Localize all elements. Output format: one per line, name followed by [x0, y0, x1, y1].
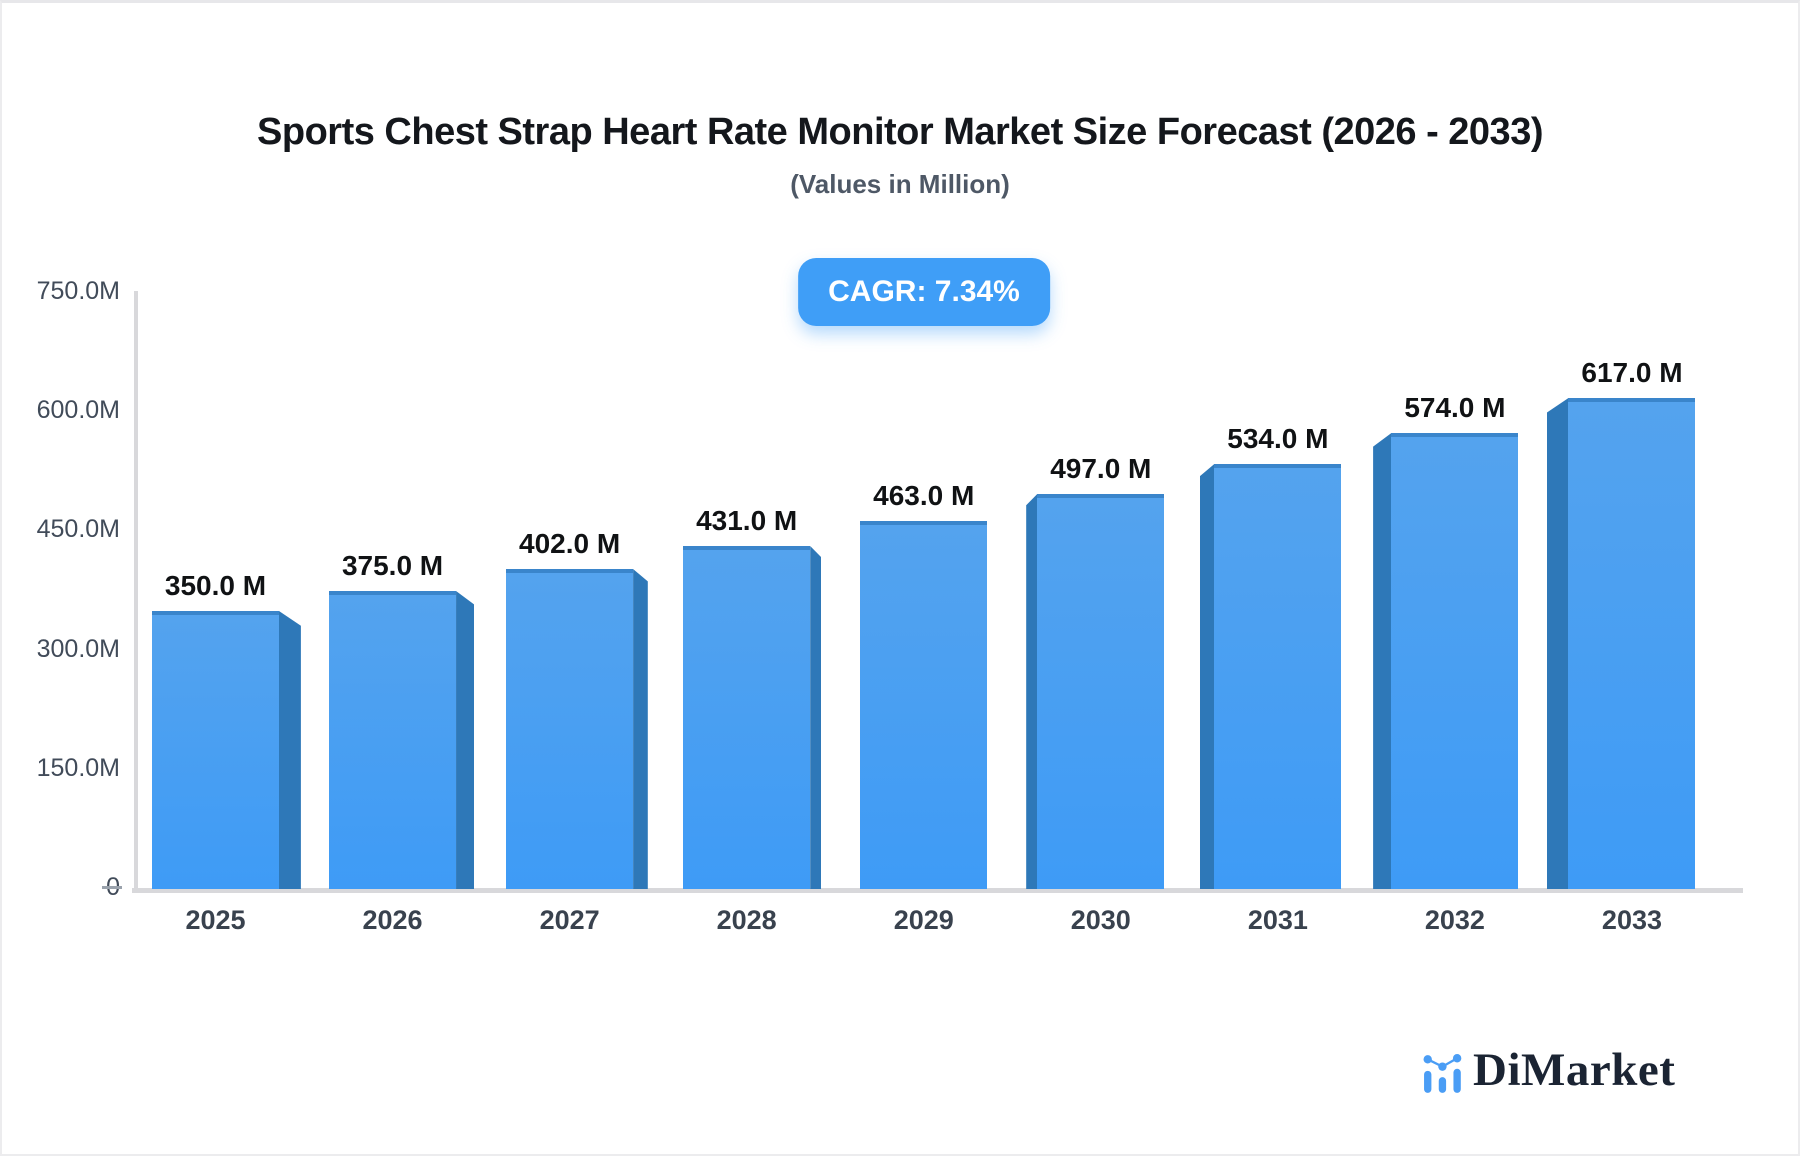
chart-subtitle: (Values in Million) [790, 169, 1010, 199]
x-axis-tick-label: 2029 [893, 905, 954, 935]
x-axis-tick-label: 2033 [1601, 905, 1662, 935]
bar-value-label: 402.0 M [519, 528, 621, 559]
y-axis-tick-label: 450.0M [36, 515, 120, 544]
bar-2032 [1391, 433, 1519, 889]
bar-side-face [456, 591, 475, 889]
y-axis-tick-label: 150.0M [36, 753, 120, 782]
bar-2031 [1214, 464, 1342, 889]
x-axis-tick-label: 2027 [539, 905, 600, 935]
zero-tick-mark [102, 886, 122, 889]
bar-side-face [1373, 433, 1392, 889]
bar-2033 [1568, 398, 1696, 889]
bar-value-label: 574.0 M [1404, 392, 1506, 423]
bar-side-face [633, 569, 648, 889]
bar-side-face [1546, 398, 1569, 889]
bar-value-label: 534.0 M [1227, 423, 1329, 454]
chart-title: Sports Chest Strap Heart Rate Monitor Ma… [257, 111, 1543, 153]
bar-2027 [506, 569, 634, 889]
bar-side-face [810, 546, 822, 889]
bar-value-label: 350.0 M [164, 570, 267, 601]
y-axis-tick-label: 600.0M [36, 396, 120, 424]
bar-side-face [279, 611, 301, 889]
brand-logo: DiMarket [1423, 1039, 1675, 1101]
bar-value-label: 375.0 M [341, 550, 444, 581]
bar-2026 [329, 591, 457, 889]
bar-2028 [683, 546, 811, 889]
bar-side-face [1026, 494, 1038, 889]
bar-2030 [1037, 494, 1165, 889]
x-axis-tick-label: 2032 [1424, 905, 1485, 935]
x-axis-tick-label: 2025 [185, 905, 246, 935]
bar-2025 [152, 611, 279, 889]
bar-value-label: 463.0 M [873, 480, 975, 511]
bar-line-chart-icon [1423, 1054, 1462, 1093]
bar-value-label: 617.0 M [1581, 357, 1683, 388]
bar-value-label: 497.0 M [1050, 453, 1152, 484]
x-axis-tick-label: 2026 [362, 905, 423, 935]
x-axis-tick-label: 2031 [1247, 905, 1308, 935]
y-axis-tick-label: 750.0M [36, 276, 120, 305]
x-axis-tick-label: 2030 [1070, 905, 1131, 935]
y-axis-line [134, 291, 138, 893]
brand-logo-text: DiMarket [1473, 1044, 1676, 1096]
x-axis-tick-label: 2028 [716, 905, 777, 935]
x-axis-line [132, 888, 1743, 893]
cagr-badge: CAGR: 7.34% [798, 258, 1050, 326]
bar-2029 [860, 521, 988, 889]
bar-value-label: 431.0 M [696, 505, 798, 536]
y-axis-tick-label: 300.0M [36, 634, 120, 663]
bar-side-face [1199, 464, 1215, 889]
